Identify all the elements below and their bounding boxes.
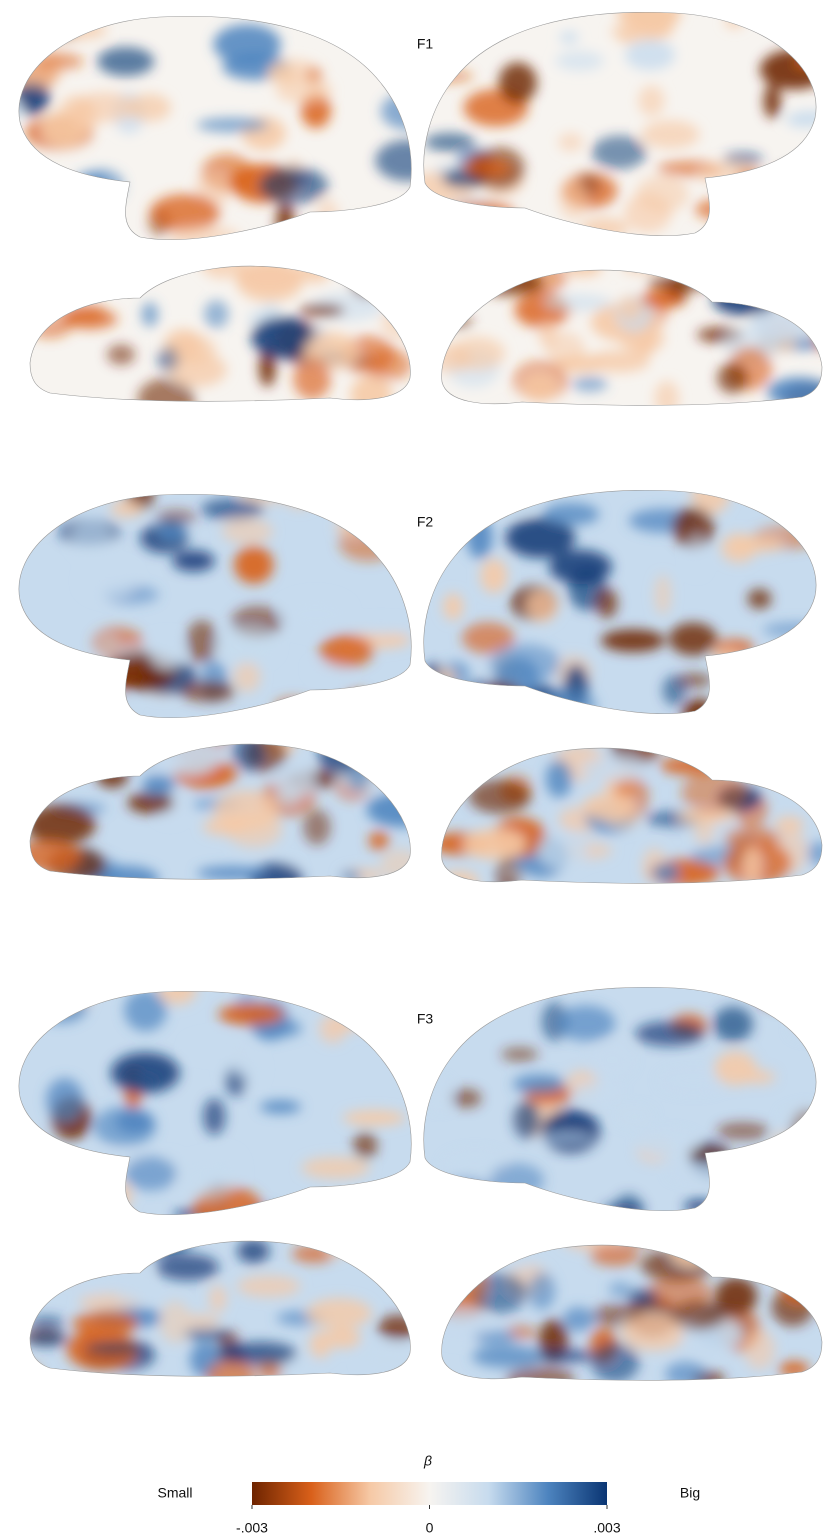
colorbar-high-label: Big	[680, 1485, 700, 1501]
brain-outline	[423, 12, 817, 236]
brain-base	[423, 987, 817, 1211]
brain-outline	[441, 269, 823, 406]
brain-outline	[29, 265, 411, 402]
brain-outline	[29, 743, 411, 880]
brain-outline	[423, 987, 817, 1211]
brain-outline	[441, 747, 823, 884]
brain-surface	[441, 747, 823, 884]
colorbar-low-label: Small	[157, 1485, 192, 1501]
brain-outline	[18, 494, 412, 718]
brain-surface	[441, 1244, 823, 1381]
colorbar-tick-label: 0	[426, 1520, 434, 1536]
colorbar-tick-label: .003	[593, 1520, 620, 1536]
brain-base	[30, 266, 411, 402]
colorbar-tick-label: -.003	[236, 1520, 268, 1536]
brain-surface	[18, 16, 412, 240]
brain-surface	[423, 987, 817, 1211]
colorbar	[252, 1482, 607, 1505]
brain-surface	[29, 743, 411, 880]
brain-outline	[29, 1240, 411, 1377]
panel-label: F3	[417, 1011, 434, 1027]
brain-outline	[18, 16, 412, 240]
brain-surface	[423, 490, 817, 714]
panel-label: F1	[417, 36, 434, 52]
brain-base	[18, 494, 412, 718]
brain-surface	[18, 494, 412, 718]
panel-label: F2	[417, 514, 434, 530]
brain-surface	[441, 269, 823, 406]
brain-surface	[29, 265, 411, 402]
brain-outline	[18, 991, 412, 1215]
brain-surface	[29, 1240, 411, 1377]
brain-outline	[441, 1244, 823, 1381]
brain-surface	[18, 991, 412, 1215]
brain-surface	[423, 12, 817, 236]
colorbar-title: β	[423, 1453, 432, 1469]
brain-outline	[423, 490, 817, 714]
